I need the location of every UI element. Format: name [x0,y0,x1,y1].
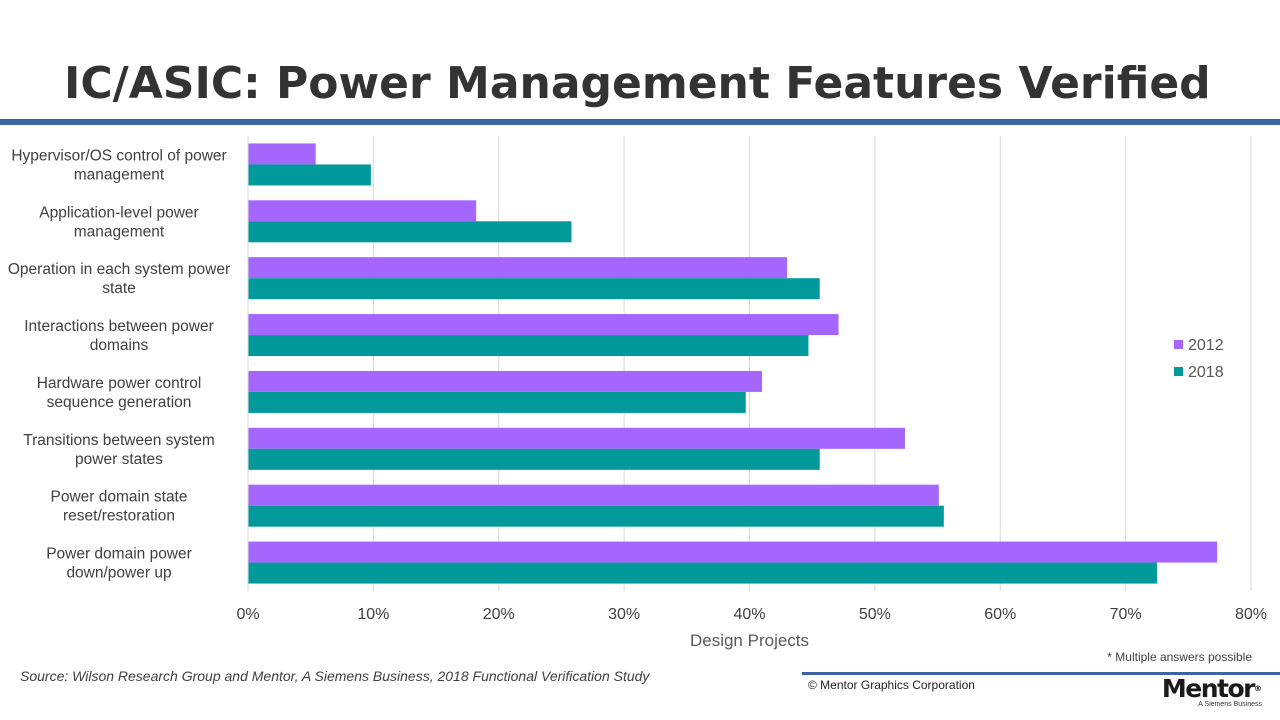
x-tick-label: 60% [984,606,1016,623]
x-tick-label: 10% [357,606,389,623]
bar-2018 [248,562,1157,584]
category-label: Power domain power down/power up [46,546,192,582]
logo-tagline: A Siemens Business [1198,701,1262,708]
bar-2018 [248,335,809,357]
category-label-line: state [102,280,136,297]
bar-2012 [248,314,839,336]
x-tick-label: 80% [1235,606,1267,623]
category-label: Hypervisor/OS control of power management [11,147,226,183]
category-label-line: Power domain state [51,489,188,506]
category-label-line: Application-level power [39,204,198,221]
bar-2012 [248,541,1218,563]
category-label-line: domains [90,337,149,354]
bar-2012 [248,143,316,165]
category-label-line: management [74,223,165,240]
x-axis-title: Design Projects [690,631,809,650]
bar-2012 [248,257,788,279]
category-label-line: Interactions between power [24,318,214,335]
x-tick-label: 40% [733,606,765,623]
bar-2018 [248,278,820,300]
bar-2018 [248,221,572,243]
category-label: Application-level power management [39,204,198,240]
bar-2018 [248,505,944,527]
slide-title: IC/ASIC: Power Management Features Verif… [64,58,1211,109]
category-label-line: reset/restoration [63,508,175,525]
legend-label-2018: 2018 [1188,364,1224,381]
x-tick-label: 20% [483,606,515,623]
bar-2018 [248,391,746,413]
bar-2018 [248,164,371,186]
category-label: Transitions between system power states [23,432,215,468]
legend-label-2012: 2012 [1188,337,1224,354]
x-tick-label: 0% [236,606,259,623]
category-label-line: Hardware power control [37,375,202,392]
bar-2012 [248,427,905,449]
footnote: * Multiple answers possible [1107,650,1252,664]
category-label-line: Transitions between system [23,432,215,449]
category-label: Hardware power control sequence generatio… [37,375,202,411]
source-note: Source: Wilson Research Group and Mentor… [20,668,650,684]
mentor-logo: Mentor® A Siemens Business [1162,676,1262,709]
category-label: Operation in each system power state [8,261,230,297]
footer-rule [802,672,1280,675]
category-label-line: Power domain power [46,546,192,563]
category-label-line: power states [75,451,163,468]
category-label-line: management [74,166,165,183]
copyright-text: © Mentor Graphics Corporation [808,678,975,692]
logo-name: Mentor [1161,674,1256,703]
category-label: Power domain state reset/restoration [51,489,188,525]
x-tick-label: 30% [608,606,640,623]
legend-swatch-2018 [1174,367,1183,376]
category-label-line: sequence generation [47,394,192,411]
category-label-line: down/power up [66,565,171,582]
bar-2018 [248,448,820,470]
title-rule [0,119,1280,125]
legend-swatch-2012 [1174,340,1183,349]
category-label-line: Hypervisor/OS control of power [11,147,226,164]
bar-2012 [248,370,763,392]
bar-chart: 0% 10% 20% 30% 40% 50% 60% 70% 80% Hypervisor/OS … [8,136,1267,650]
logo-registered-mark: ® [1254,684,1262,693]
category-label-line: Operation in each system power [8,261,230,278]
x-tick-label: 50% [859,606,891,623]
bar-2012 [248,200,477,222]
category-label: Interactions between power domains [24,318,214,354]
bar-2012 [248,484,939,506]
x-tick-label: 70% [1110,606,1142,623]
